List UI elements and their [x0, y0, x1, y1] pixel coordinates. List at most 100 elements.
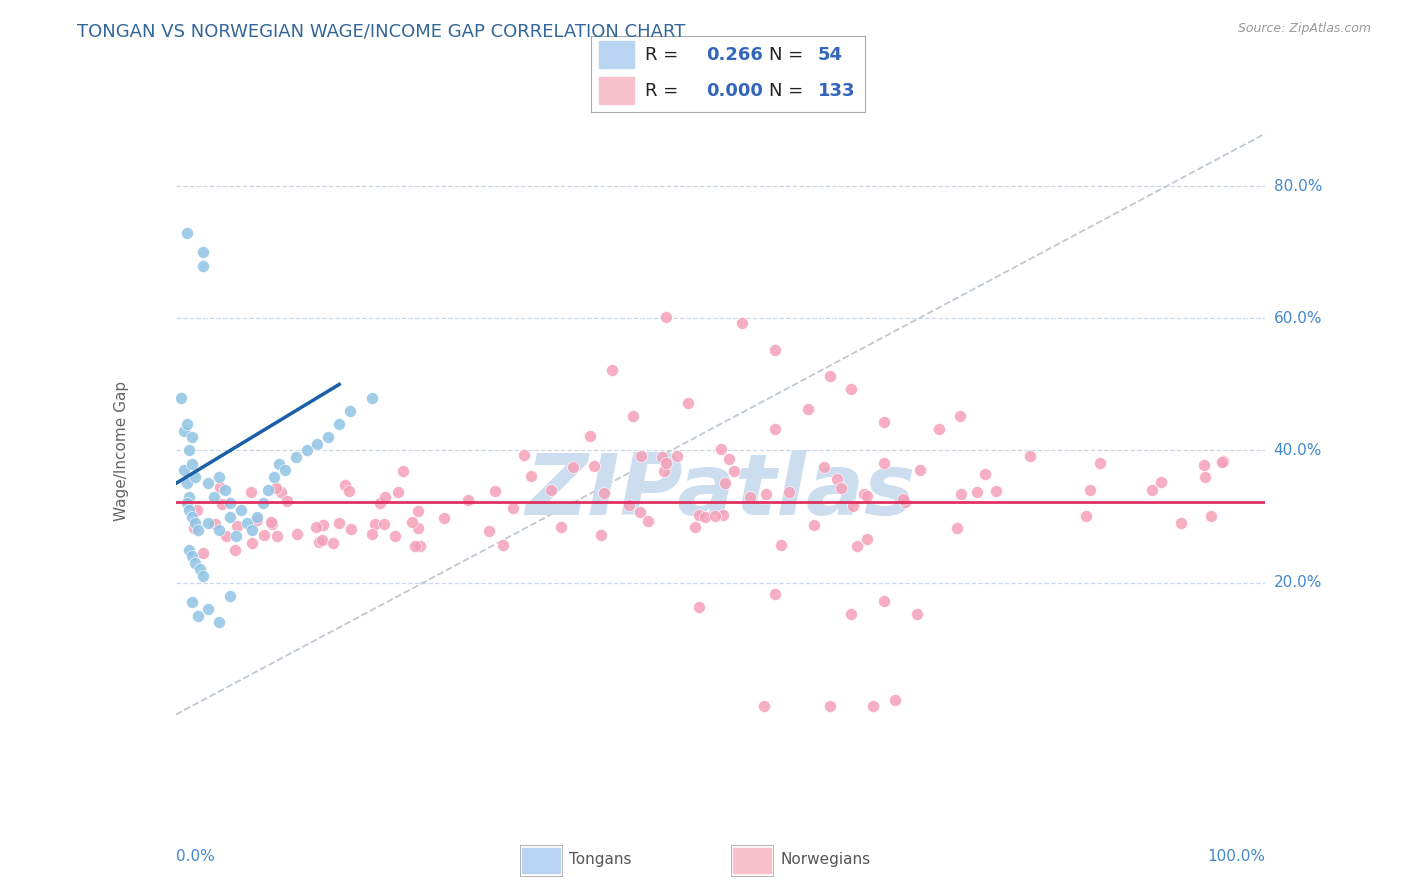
Text: N =: N =	[769, 82, 803, 100]
Point	[184, 516, 207, 530]
Point	[246, 513, 269, 527]
Point	[628, 505, 651, 519]
Point	[409, 539, 432, 553]
Point	[818, 369, 841, 384]
Point	[262, 516, 284, 531]
Point	[655, 310, 678, 324]
Point	[202, 490, 225, 504]
Point	[264, 481, 287, 495]
Point	[191, 259, 214, 273]
Point	[284, 450, 307, 464]
Point	[270, 484, 292, 499]
Text: 54: 54	[818, 45, 844, 63]
Text: 60.0%: 60.0%	[1274, 311, 1322, 326]
Point	[763, 587, 786, 601]
Point	[478, 524, 501, 539]
Point	[219, 589, 242, 603]
Point	[1074, 508, 1097, 523]
Text: 20.0%: 20.0%	[1274, 575, 1322, 590]
Point	[360, 391, 382, 405]
Point	[252, 527, 274, 541]
Point	[373, 517, 395, 532]
Point	[1078, 483, 1101, 498]
Text: 0.266: 0.266	[706, 45, 762, 63]
Point	[181, 509, 204, 524]
Point	[484, 483, 506, 498]
Text: Source: ZipAtlas.com: Source: ZipAtlas.com	[1237, 22, 1371, 36]
Point	[894, 495, 917, 509]
Point	[591, 528, 613, 542]
Point	[219, 509, 242, 524]
Point	[406, 503, 429, 517]
Point	[322, 536, 344, 550]
Point	[252, 496, 274, 510]
Point	[181, 549, 204, 563]
Point	[731, 317, 754, 331]
Point	[949, 409, 972, 423]
Point	[688, 600, 710, 615]
Point	[593, 486, 616, 500]
Point	[778, 485, 800, 500]
Text: 133: 133	[818, 82, 856, 100]
Point	[1211, 455, 1233, 469]
Point	[723, 464, 745, 478]
Point	[873, 416, 896, 430]
Point	[308, 534, 330, 549]
Point	[432, 511, 454, 525]
Point	[550, 520, 572, 534]
Point	[600, 362, 623, 376]
Text: 0.0%: 0.0%	[176, 849, 215, 863]
Point	[637, 515, 659, 529]
Bar	[599, 41, 634, 69]
Point	[257, 483, 280, 497]
Point	[884, 693, 907, 707]
Point	[204, 516, 226, 531]
Point	[404, 539, 426, 553]
Point	[368, 496, 391, 510]
Bar	[523, 847, 561, 872]
Point	[769, 538, 792, 552]
Text: N =: N =	[769, 45, 803, 63]
Point	[186, 523, 209, 537]
Point	[173, 424, 195, 438]
Point	[949, 487, 972, 501]
Point	[652, 463, 675, 477]
Point	[986, 484, 1008, 499]
Point	[312, 517, 335, 532]
Point	[502, 501, 524, 516]
Point	[208, 470, 231, 484]
Point	[796, 402, 818, 417]
Point	[582, 459, 605, 474]
Point	[240, 523, 263, 537]
Point	[1088, 456, 1111, 470]
Point	[170, 391, 193, 405]
Point	[841, 383, 863, 397]
Point	[231, 503, 253, 517]
Point	[683, 519, 706, 533]
Point	[945, 521, 967, 535]
Point	[1194, 458, 1216, 472]
Point	[842, 499, 865, 513]
Text: 100.0%: 100.0%	[1208, 849, 1265, 863]
Point	[183, 521, 205, 535]
Text: R =: R =	[645, 45, 679, 63]
Point	[755, 487, 778, 501]
Point	[492, 538, 515, 552]
Point	[328, 516, 350, 531]
Point	[176, 417, 198, 431]
Point	[763, 343, 786, 357]
Point	[619, 498, 641, 512]
Point	[339, 522, 361, 536]
Point	[374, 490, 396, 504]
Point	[184, 556, 207, 570]
Point	[191, 245, 214, 260]
Point	[307, 437, 329, 451]
Point	[856, 489, 879, 503]
Text: Norwegians: Norwegians	[780, 853, 870, 867]
Point	[928, 422, 950, 436]
Point	[519, 468, 541, 483]
Point	[176, 496, 198, 510]
Point	[562, 459, 585, 474]
Point	[266, 529, 288, 543]
Point	[862, 699, 884, 714]
